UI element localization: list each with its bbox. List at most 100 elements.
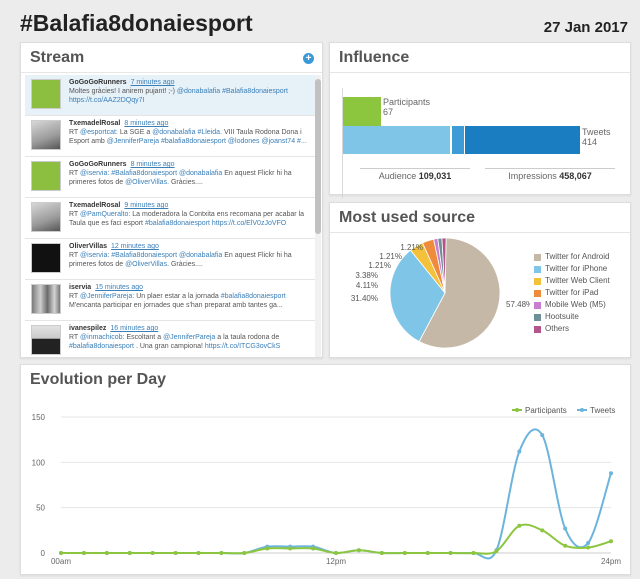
page-title: #Balafia8donaiesport (20, 10, 253, 36)
series-point-participants[interactable] (288, 546, 293, 551)
x-tick-label: 24pm (601, 557, 621, 566)
series-point-tweets[interactable] (586, 541, 591, 546)
report-date: 27 Jan 2017 (543, 19, 628, 36)
tweet-user[interactable]: ivanespilez (69, 325, 107, 332)
impressions-value: 458,067 (559, 171, 592, 181)
pie-slice-0[interactable] (418, 237, 501, 349)
tweet-item[interactable]: TxemadelRosal 8 minutes ago RT @esportcat:… (25, 116, 315, 157)
tweet-text: RT @iservia: #Balafia8donaiesport @donab… (69, 170, 292, 186)
series-point-participants[interactable] (448, 551, 453, 555)
plus-circle-icon[interactable]: + (303, 53, 314, 64)
pie-label-1: 31.40% (351, 294, 378, 303)
legend-item[interactable]: Twitter for iPhone (534, 263, 610, 275)
y-tick-label: 150 (32, 413, 46, 422)
series-point-tweets[interactable] (517, 449, 522, 454)
stream-list[interactable]: GoGoGoRunners 7 minutes ago Moltes gràcies… (25, 75, 315, 357)
legend-item[interactable]: Twitter Web Client (534, 275, 610, 287)
series-point-participants[interactable] (219, 551, 224, 555)
tweet-user[interactable]: GoGoGoRunners (69, 79, 127, 86)
avatar[interactable] (31, 284, 61, 314)
avatar[interactable] (31, 243, 61, 273)
tweet-header: iservia 15 minutes ago (69, 283, 311, 292)
series-point-participants[interactable] (150, 551, 155, 555)
participants-label: Participants 67 (383, 97, 430, 117)
avatar[interactable] (31, 161, 61, 191)
avatar[interactable] (31, 202, 61, 232)
legend-item[interactable]: Hootsuite (534, 311, 610, 323)
tweet-user[interactable]: TxemadelRosal (69, 202, 121, 209)
series-point-participants[interactable] (81, 551, 86, 555)
series-point-tweets[interactable] (609, 471, 613, 476)
series-point-participants[interactable] (425, 551, 430, 555)
tweet-time-link[interactable]: 9 minutes ago (124, 202, 169, 209)
series-point-participants[interactable] (563, 543, 568, 548)
tweet-item[interactable]: GoGoGoRunners 8 minutes ago RT @iservia: #… (25, 157, 315, 198)
series-point-tweets[interactable] (540, 433, 545, 438)
series-point-participants[interactable] (471, 551, 476, 555)
tweet-item[interactable]: GoGoGoRunners 7 minutes ago Moltes gràcies… (25, 75, 315, 116)
series-point-participants[interactable] (104, 551, 109, 555)
impressions-stat: Impressions 458,067 (485, 168, 615, 181)
avatar[interactable] (31, 325, 61, 355)
series-point-participants[interactable] (356, 548, 361, 553)
tweet-user[interactable]: TxemadelRosal (69, 120, 121, 127)
series-point-participants[interactable] (173, 551, 178, 555)
series-point-participants[interactable] (59, 551, 63, 555)
legend-item[interactable]: Twitter for Android (534, 251, 610, 263)
series-point-participants[interactable] (609, 539, 613, 544)
audience-value: 109,031 (418, 171, 452, 181)
avatar[interactable] (31, 120, 61, 150)
series-line-tweets (61, 428, 612, 560)
evolution-panel: Evolution per Day 0 50 100 150 00am 12pm 24pm P… (20, 364, 631, 575)
tweet-item[interactable]: TxemadelRosal 9 minutes ago RT @PamQueralt… (25, 198, 315, 239)
stream-scrollbar[interactable] (315, 75, 321, 357)
tweets-bar-segment (343, 126, 450, 154)
tweet-time-link[interactable]: 15 minutes ago (95, 284, 144, 291)
series-point-participants[interactable] (494, 549, 499, 554)
tweet-time-link[interactable]: 16 minutes ago (110, 325, 159, 332)
tweet-time-link[interactable]: 12 minutes ago (111, 243, 159, 250)
x-tick-label: 12pm (326, 557, 346, 566)
series-point-participants[interactable] (265, 546, 270, 551)
series-point-participants[interactable] (586, 545, 591, 550)
legend-item[interactable]: Others (534, 323, 610, 335)
tweet-text: RT @iservia: #Balafia8donaiesport @donab… (69, 252, 292, 268)
legend-item[interactable]: Twitter for iPad (534, 287, 610, 299)
legend-label: Twitter for iPad (545, 288, 599, 297)
series-point-participants[interactable] (402, 551, 407, 555)
legend-swatch (534, 313, 541, 321)
series-point-participants[interactable] (334, 551, 338, 555)
source-panel: Most used source 57.48%31.40%4.11%3.38%1… (329, 202, 631, 358)
x-tick-label: 00am (51, 557, 71, 566)
tweet-item[interactable]: iservia 15 minutes ago RT @JenniferPareja:… (25, 280, 315, 321)
legend-label[interactable]: Tweets (590, 406, 615, 415)
pie-label-2: 4.11% (356, 281, 378, 290)
tweet-time-link[interactable]: 7 minutes ago (130, 79, 175, 86)
source-legend: Twitter for Android Twitter for iPhone Twi… (534, 251, 610, 335)
tweets-label-text: Tweets (582, 127, 611, 137)
pie-slice-1[interactable] (389, 249, 446, 343)
series-point-participants[interactable] (311, 546, 316, 551)
participants-value: 67 (383, 107, 394, 117)
pie-slice-6[interactable] (441, 237, 447, 294)
series-point-participants[interactable] (540, 528, 545, 533)
pie-label-5: 1.21% (379, 252, 402, 261)
tweet-user[interactable]: iservia (69, 284, 92, 291)
series-point-tweets[interactable] (563, 526, 568, 531)
legend-item[interactable]: Mobile Web (M5) (534, 299, 610, 311)
avatar[interactable] (31, 79, 61, 109)
series-point-participants[interactable] (196, 551, 201, 555)
tweet-user[interactable]: OliverVillas (69, 243, 108, 250)
tweet-item[interactable]: OliverVillas 12 minutes ago RT @iservia: #… (25, 239, 315, 280)
tweet-user[interactable]: GoGoGoRunners (69, 161, 127, 168)
series-point-participants[interactable] (517, 523, 522, 528)
tweet-time-link[interactable]: 8 minutes ago (124, 120, 169, 127)
series-point-participants[interactable] (379, 551, 384, 555)
legend-label[interactable]: Participants (525, 406, 567, 415)
scroll-thumb[interactable] (315, 79, 321, 234)
influence-panel: Influence Participants 67 Tweets 414 Aud… (329, 42, 631, 198)
tweet-time-link[interactable]: 8 minutes ago (130, 161, 175, 168)
series-point-participants[interactable] (127, 551, 132, 555)
tweet-item[interactable]: ivanespilez 16 minutes ago RT @inmachicob:… (25, 321, 315, 357)
series-point-participants[interactable] (242, 551, 247, 555)
